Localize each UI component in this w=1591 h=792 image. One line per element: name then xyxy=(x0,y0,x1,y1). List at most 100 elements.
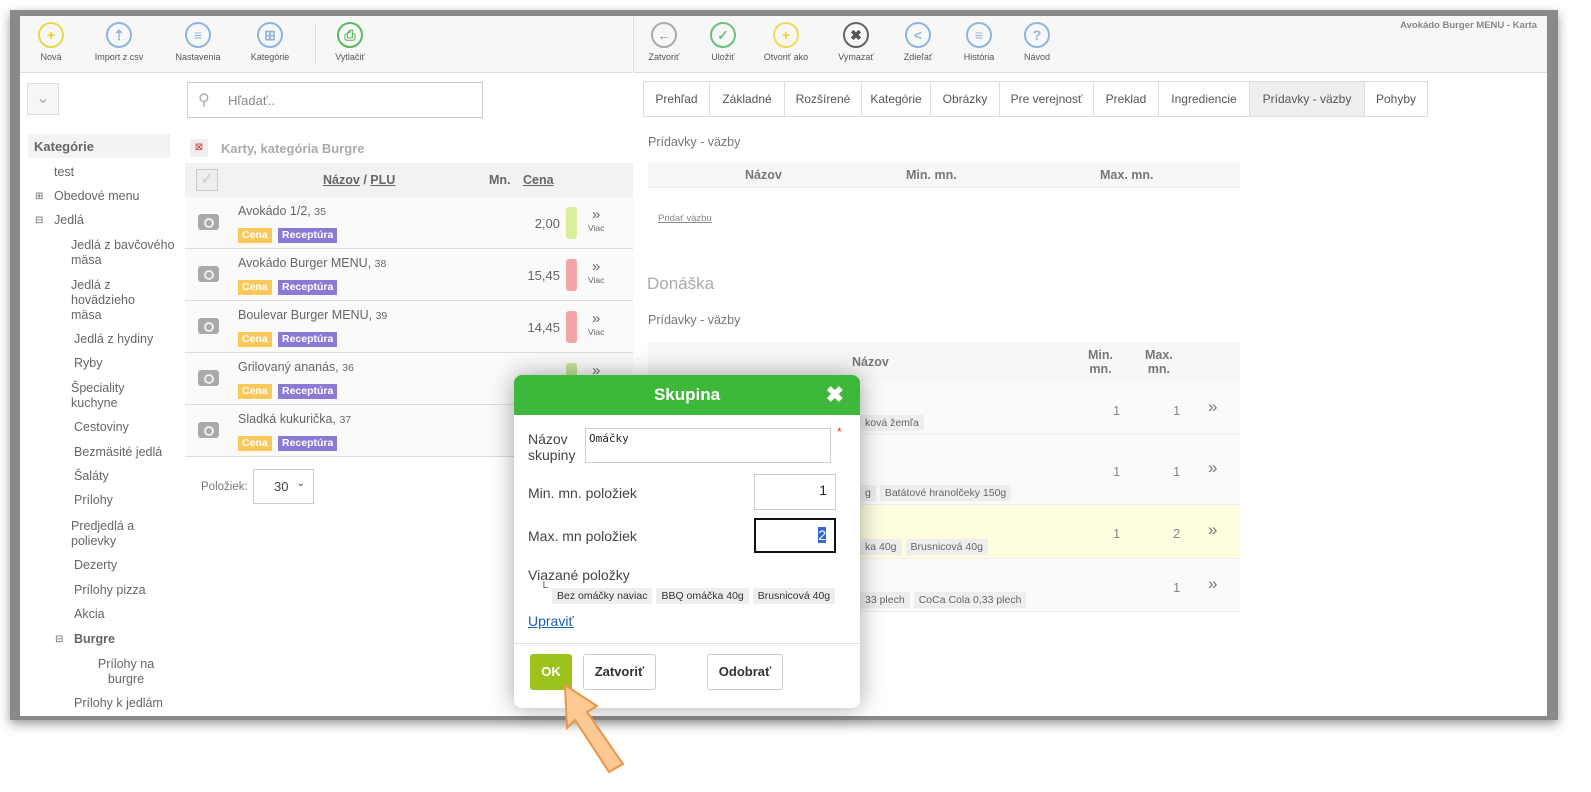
category-item[interactable]: Jedlá z hydiny xyxy=(74,332,154,346)
price-badge[interactable]: Cena xyxy=(238,280,272,295)
category-obedove-menu[interactable]: Obedové menu xyxy=(54,189,140,203)
recipe-badge[interactable]: Receptúra xyxy=(278,384,338,399)
item-name-text: Boulevar Burger MENU, xyxy=(238,308,373,322)
tab-z-kladn-[interactable]: Základné xyxy=(710,81,785,117)
recipe-badge[interactable]: Receptúra xyxy=(278,280,338,295)
category-jedla[interactable]: Jedlá xyxy=(54,213,84,227)
more-button[interactable]: »Viac xyxy=(588,310,605,337)
category-item[interactable]: Akcia xyxy=(74,607,105,621)
item-name: Avokádo 1/2, 35 xyxy=(238,204,326,218)
search-placeholder: Hľadať.. xyxy=(228,93,275,108)
per-page-value: 30 xyxy=(274,479,289,494)
more-button[interactable]: »Viac xyxy=(588,258,605,285)
category-item[interactable]: Prílohy k jedlám xyxy=(74,696,163,710)
category-item[interactable]: Jedlá z hovädzieho mäsa xyxy=(71,278,135,322)
add-link-link[interactable]: Pridať väzbu xyxy=(658,213,712,224)
sort-price-link[interactable]: Cena xyxy=(523,173,554,187)
category-item[interactable]: Jedlá z bavčového mäsa xyxy=(71,238,175,267)
expand-icon[interactable]: ⊞ xyxy=(35,191,44,202)
search-input[interactable]: ⚲ Hľadať.. xyxy=(187,82,483,118)
tab-ingrediencie[interactable]: Ingrediencie xyxy=(1159,81,1250,117)
recipe-badge[interactable]: Receptúra xyxy=(278,436,338,451)
price-badge[interactable]: Cena xyxy=(238,384,272,399)
category-item[interactable]: Dezerty xyxy=(74,558,118,572)
save-button[interactable]: ✓ Uložiť xyxy=(688,22,758,62)
category-test[interactable]: test xyxy=(54,165,75,179)
tab-obr-zky[interactable]: Obrázky xyxy=(931,81,1000,117)
close-button[interactable]: Zatvoriť xyxy=(583,654,656,690)
min-items-input[interactable]: 1 xyxy=(754,474,836,510)
price-badge[interactable]: Cena xyxy=(238,228,272,243)
category-item[interactable]: Cestoviny xyxy=(74,420,129,434)
label: História xyxy=(963,52,995,62)
import-csv-button[interactable]: ⇡ Import z csv xyxy=(84,22,154,62)
tab-kateg-rie[interactable]: Kategórie xyxy=(862,81,931,117)
links-table-header: Názov Min. mn. Max. mn. xyxy=(648,162,1240,188)
more-button[interactable]: »Viac xyxy=(588,206,605,233)
help-button[interactable]: ? Návod xyxy=(1002,22,1072,62)
price-badge[interactable]: Cena xyxy=(238,332,272,347)
delete-button[interactable]: ✖ Vymazať xyxy=(821,22,891,62)
sort-plu-link[interactable]: PLU xyxy=(370,173,396,187)
max-value-selected: 2 xyxy=(818,527,826,543)
tab-pre-verejnos-[interactable]: Pre verejnosť xyxy=(1000,81,1094,117)
share-button[interactable]: < Zdieľať xyxy=(883,22,953,62)
price-badge[interactable]: Cena xyxy=(238,436,272,451)
linked-item-tag: ková žemľa xyxy=(860,415,924,431)
recipe-badge[interactable]: Receptúra xyxy=(278,228,338,243)
required-marker: * xyxy=(837,425,842,439)
categories-button[interactable]: ⊞ Kategórie xyxy=(235,22,305,62)
col-min: Min. mn. xyxy=(1088,348,1113,376)
category-item[interactable]: Prílohy na burgre xyxy=(97,657,155,686)
category-item[interactable]: Bezmäsité jedlá xyxy=(74,445,163,459)
item-name: Avokádo Burger MENU, 38 xyxy=(238,256,386,270)
detail-chevron-icon[interactable]: » xyxy=(1208,458,1218,477)
category-item[interactable]: Prílohy xyxy=(74,493,113,507)
open-as-button[interactable]: + Otvoriť ako xyxy=(751,22,821,62)
new-button[interactable]: + Nová xyxy=(20,22,86,62)
item-plu: 38 xyxy=(374,258,387,270)
group-name-input[interactable]: Omáčky xyxy=(585,428,831,463)
share-icon: < xyxy=(905,22,931,48)
detail-chevron-icon[interactable]: » xyxy=(1208,573,1218,593)
toolbar-right: ← Zatvoriť ✓ Uložiť + Otvoriť ako ✖ Vymazať … xyxy=(633,16,1547,73)
edit-link[interactable]: Upraviť xyxy=(528,613,574,629)
back-arrow-icon: ← xyxy=(651,22,677,48)
remove-button[interactable]: Odobrať xyxy=(707,654,783,690)
collapse-toggle-button[interactable]: ⌄ xyxy=(27,83,59,115)
close-icon[interactable]: ✖ xyxy=(825,382,844,407)
detail-chevron-icon[interactable]: » xyxy=(1208,396,1218,416)
category-item[interactable]: Ryby xyxy=(74,356,103,370)
detail-chevron-icon[interactable]: » xyxy=(1208,520,1218,539)
category-item[interactable]: Predjedlá a polievky xyxy=(71,519,135,548)
close-card-button[interactable]: ← Zatvoriť xyxy=(629,22,699,62)
category-item[interactable]: Prílohy pizza xyxy=(74,583,146,597)
settings-button[interactable]: ≡ Nastavenia xyxy=(163,22,233,62)
tab-pohyby[interactable]: Pohyby xyxy=(1365,81,1428,117)
per-page-select[interactable]: 30 ⌄ xyxy=(253,469,314,504)
import-icon: ⇡ xyxy=(106,22,132,48)
category-burgre[interactable]: Burgre xyxy=(74,632,115,646)
sort-name-link[interactable]: Názov xyxy=(323,173,360,187)
tab-preh-ad[interactable]: Prehľad xyxy=(643,81,710,117)
tab-pr-davky-v-zby[interactable]: Prídavky - väzby xyxy=(1250,81,1365,117)
print-button[interactable]: ⎙ Vytlačiť xyxy=(315,22,385,62)
list-item[interactable]: Avokádo 1/2, 35 Cena Receptúra 2,00 » Viac xyxy=(185,197,633,249)
tab-roz-ren-[interactable]: Rozšírené xyxy=(785,81,862,117)
select-all-checkbox[interactable]: ✓ xyxy=(196,169,218,191)
category-item[interactable]: Šaláty xyxy=(74,469,109,483)
recipe-badge[interactable]: Receptúra xyxy=(278,332,338,347)
list-item[interactable]: Avokádo Burger MENU, 38 Cena Receptúra 15,4… xyxy=(185,249,633,301)
linked-item: Bez omáčky naviac xyxy=(552,588,653,604)
collapse-icon[interactable]: ⊟ xyxy=(35,215,44,226)
print-icon: ⎙ xyxy=(337,22,363,48)
max-items-input[interactable]: 2 xyxy=(754,518,836,553)
history-button[interactable]: ≡ História xyxy=(944,22,1014,62)
list-item[interactable]: Boulevar Burger MENU, 39 Cena Receptúra 14,… xyxy=(185,301,633,353)
collapse-icon[interactable]: ⊟ xyxy=(55,634,64,645)
divider xyxy=(514,643,860,644)
category-item[interactable]: Špeciality kuchyne xyxy=(71,381,125,410)
tab-preklad[interactable]: Preklad xyxy=(1094,81,1159,117)
filter-clear-icon[interactable]: ⊠ xyxy=(190,139,208,157)
app-window: + Nová ⇡ Import z csv ≡ Nastavenia ⊞ Kategór… xyxy=(20,16,1547,716)
